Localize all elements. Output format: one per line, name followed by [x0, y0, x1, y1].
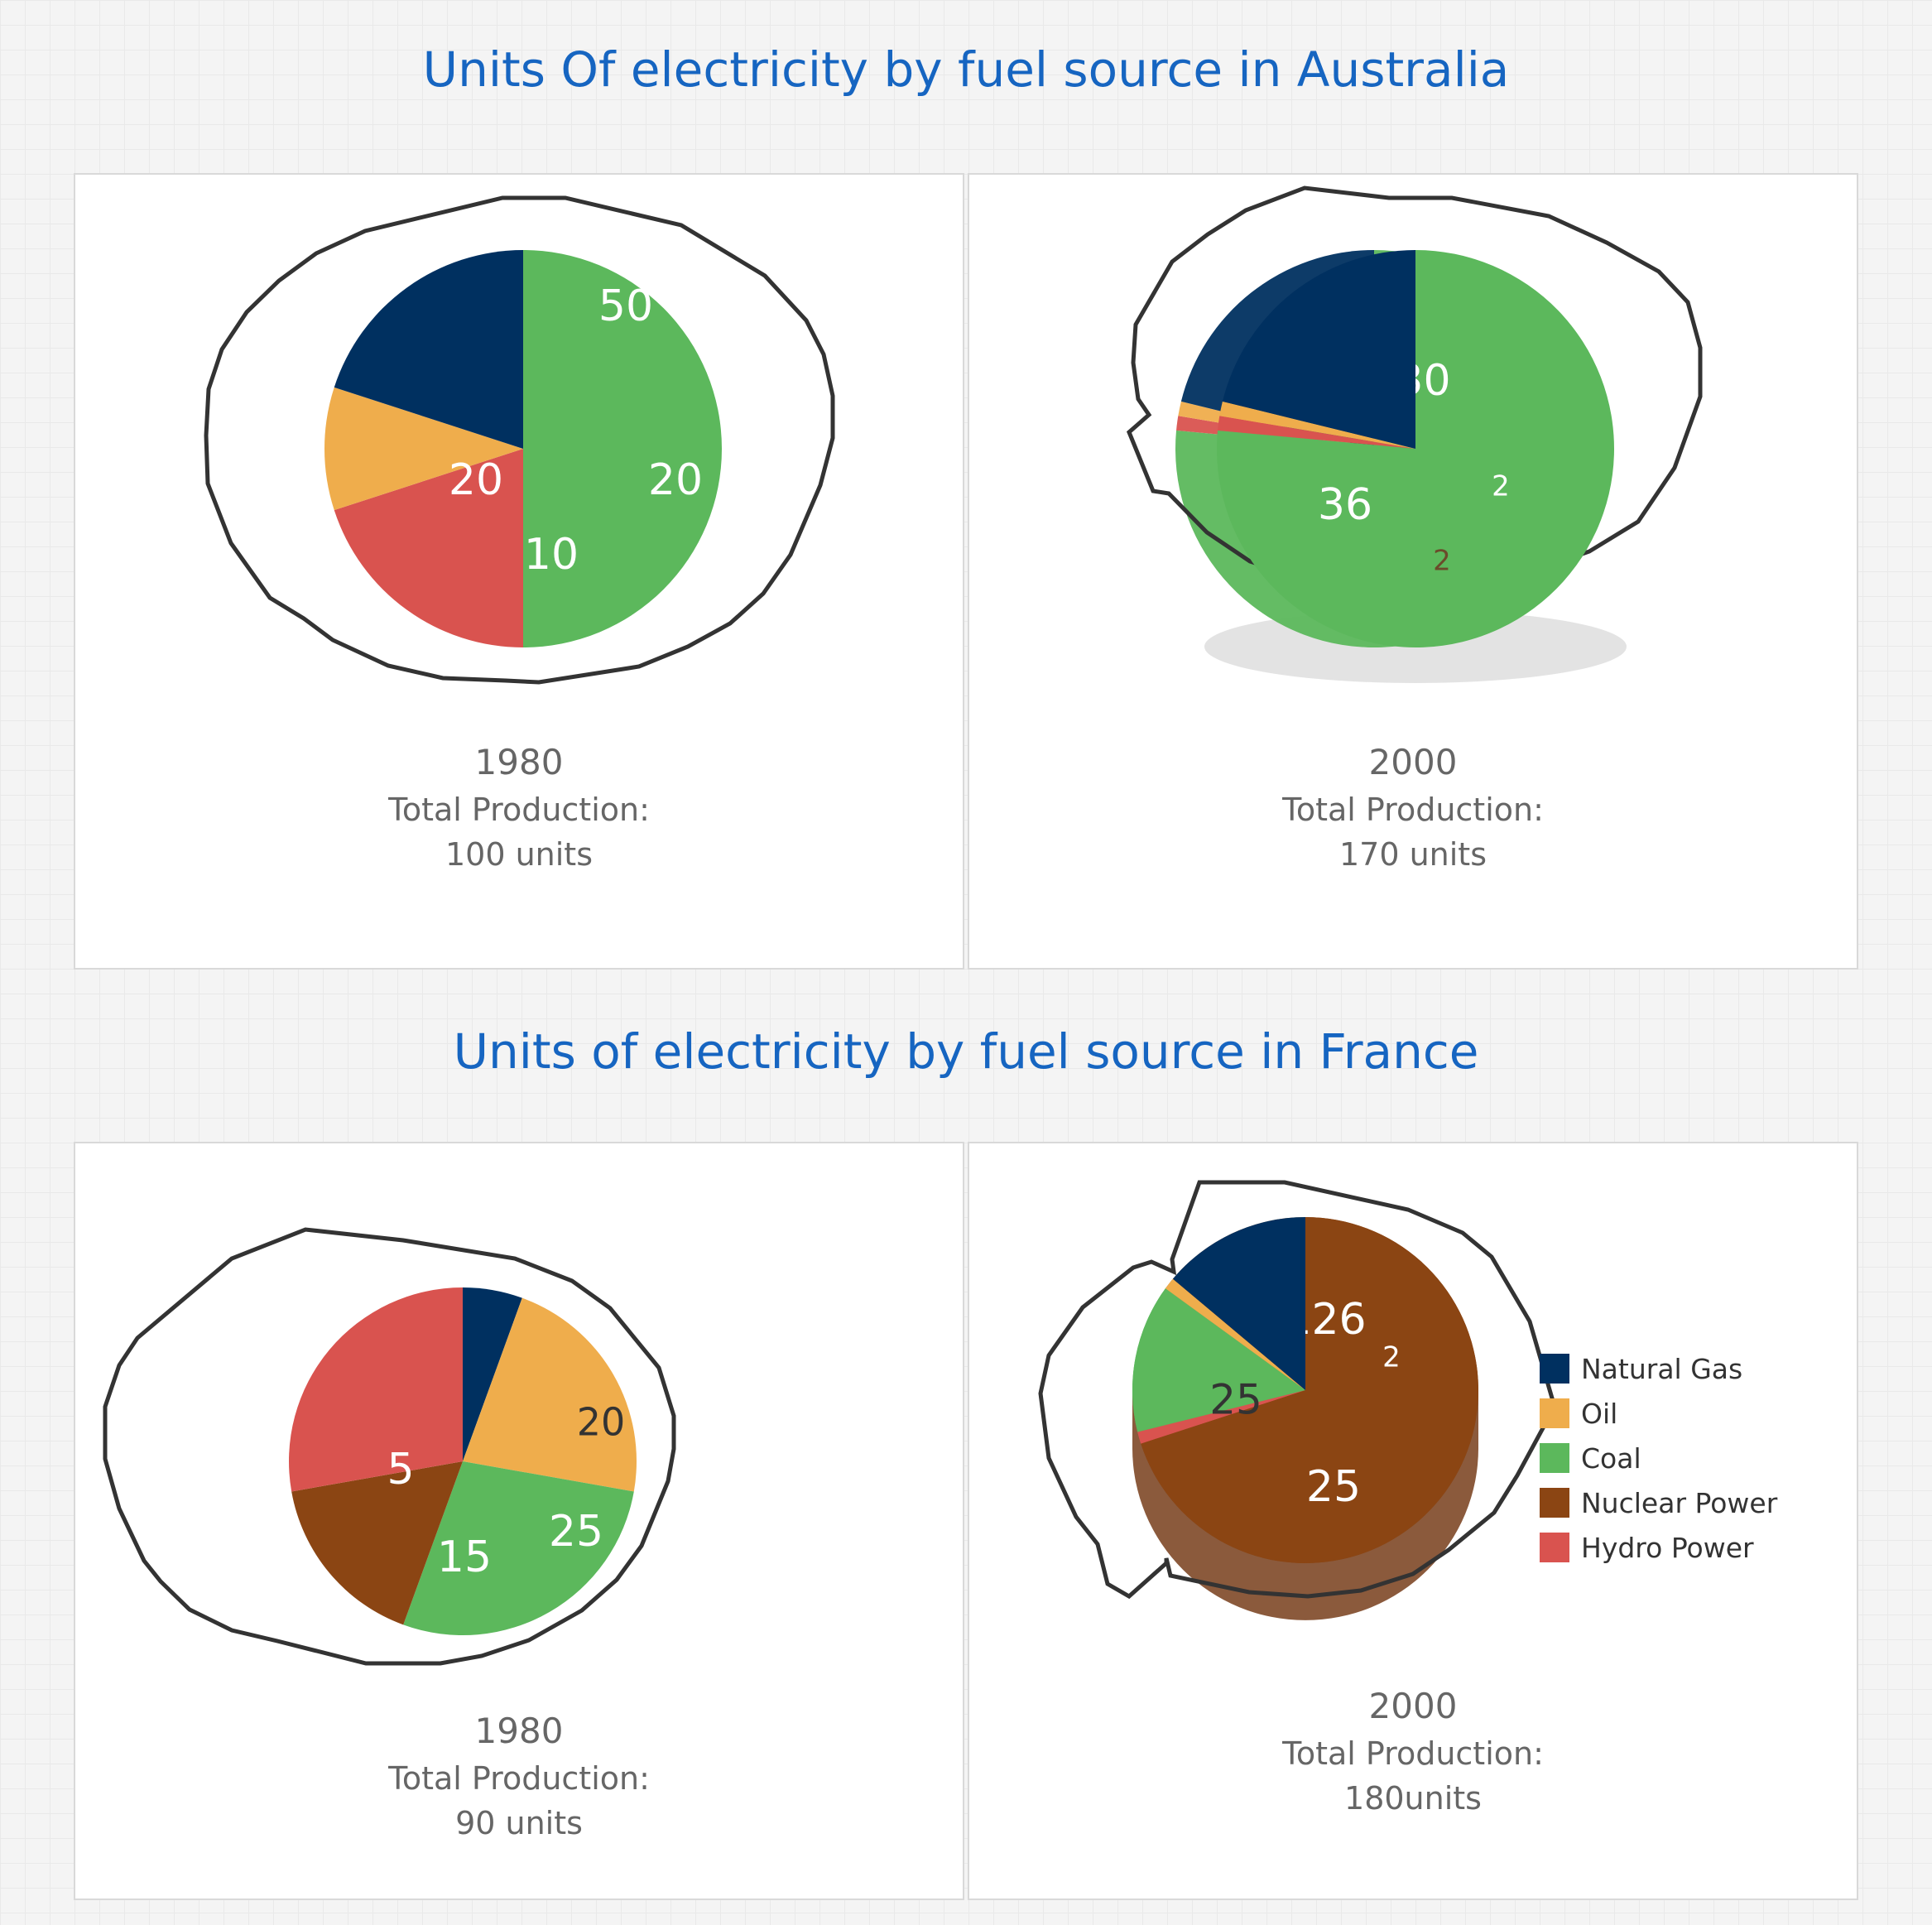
panel-france-2000: 126 2 25 25 2000 Total Production: 180units… [968, 1142, 1858, 1900]
france-map-outline [103, 1227, 676, 1666]
pie-slice-hydro-power [1137, 1390, 1305, 1444]
total-production-value: 90 units [455, 1805, 583, 1841]
year-label: 1980 [474, 1711, 564, 1751]
year-label: 2000 [1368, 742, 1458, 782]
pie-label-nuclear-power: 15 [437, 1533, 492, 1582]
pie-label-natural-gas: 25 [1209, 1376, 1262, 1424]
panel-australia-1980: 50 20 10 20 1980 Total Production: 100 unit… [74, 173, 964, 970]
france-title: Units of electricity by fuel source in F… [453, 1023, 1479, 1080]
legend-item-coal: Coal [1540, 1436, 1777, 1480]
legend-label: Nuclear Power [1581, 1486, 1778, 1519]
pie-slice-hydro-power [1218, 416, 1415, 449]
pie-slice-oil [1165, 1278, 1305, 1390]
legend-label: Hydro Power [1581, 1531, 1754, 1564]
total-production-value: 100 units [445, 836, 594, 873]
total-production-label: Total Production: [1282, 792, 1544, 828]
year-label: 1980 [474, 742, 564, 782]
pie-slice-hydro-power [288, 1287, 463, 1492]
legend: Natural Gas Oil Coal Nuclear Power Hydro… [1540, 1346, 1777, 1570]
legend-label: Natural Gas [1581, 1352, 1743, 1385]
pie-slice-natural-gas [463, 1287, 522, 1461]
legend-swatch [1540, 1398, 1569, 1428]
total-production-label: Total Production: [388, 1760, 650, 1797]
pie-slice-coal [403, 1461, 634, 1635]
legend-item-hydro-power: Hydro Power [1540, 1525, 1777, 1570]
legend-item-nuclear-power: Nuclear Power [1540, 1480, 1777, 1525]
pie-label-hydro-power: 20 [648, 455, 703, 505]
legend-swatch [1540, 1354, 1569, 1384]
pie-label-coal: 50 [598, 282, 653, 331]
caption-france-1980: 1980 Total Production: 90 units [75, 1706, 963, 1846]
pie-slice-nuclear-power [291, 1461, 463, 1625]
legend-swatch [1540, 1488, 1569, 1518]
legend-swatch [1540, 1443, 1569, 1473]
legend-swatch [1540, 1533, 1569, 1562]
year-label: 2000 [1368, 1686, 1458, 1726]
pie-label-coal: 25 [1306, 1462, 1361, 1512]
pie-slice-oil [324, 387, 523, 511]
legend-label: Oil [1581, 1397, 1618, 1430]
total-production-value: 170 units [1338, 836, 1487, 873]
france-map-outline [1038, 1180, 1557, 1600]
pie-label-oil: 20 [577, 1400, 626, 1445]
pie-slice-hydro-power [334, 449, 523, 647]
pie-slice-natural-gas [334, 250, 523, 449]
australia-title: Units Of electricity by fuel source in A… [422, 41, 1510, 98]
pie-label-coal: 25 [549, 1507, 603, 1557]
caption-france-2000: 2000 Total Production: 180units [969, 1682, 1857, 1821]
pie-label-natural-gas: 20 [449, 455, 503, 505]
caption-australia-1980: 1980 Total Production: 100 units [75, 738, 963, 877]
panel-france-1980: 252025155 1980 Total Production: 90 unit… [74, 1142, 964, 1900]
pie-slice-nuclear-power [1141, 1217, 1478, 1563]
caption-australia-2000: 2000 Total Production: 170 units [969, 738, 1857, 877]
total-production-label: Total Production: [1282, 1735, 1544, 1772]
pie-australia-1980: 50 20 10 20 [324, 250, 722, 647]
pie-label-hydro-power: 2 [1492, 470, 1510, 503]
pie-france-1980: 252025155 [288, 1287, 637, 1635]
pie-label-oil: 2 [1433, 545, 1451, 578]
pie-label-hydro-power: 5 [387, 1445, 414, 1494]
total-production-value: 180units [1344, 1780, 1482, 1817]
pie-australia-2000: 1302236 [1217, 250, 1614, 647]
pie-label-hydro-power: 2 [1382, 1341, 1401, 1374]
chart-australia-2000: 1302236 [1127, 185, 1703, 683]
pie-slice-oil [463, 1297, 637, 1492]
pie-slice-oil [1219, 401, 1415, 449]
chart-france-1980: 252025155 [103, 1227, 676, 1666]
legend-item-oil: Oil [1540, 1391, 1777, 1436]
pie-label-oil: 10 [524, 530, 579, 580]
legend-label: Coal [1581, 1441, 1641, 1475]
pie-slice-coal [523, 250, 722, 647]
pie-label-natural-gas: 36 [1318, 480, 1372, 530]
chart-australia-1980: 50 20 10 20 [204, 195, 835, 685]
panel-australia-2000: 1302236 2000 Total Production: 170 units [968, 173, 1858, 970]
pie-slice-natural-gas [1222, 250, 1415, 449]
pie-slice-natural-gas [1172, 1217, 1305, 1390]
total-production-label: Total Production: [388, 792, 650, 828]
pie-slice-coal [1132, 1288, 1305, 1432]
australia-map-outline [204, 195, 835, 685]
legend-item-natural-gas: Natural Gas [1540, 1346, 1777, 1391]
